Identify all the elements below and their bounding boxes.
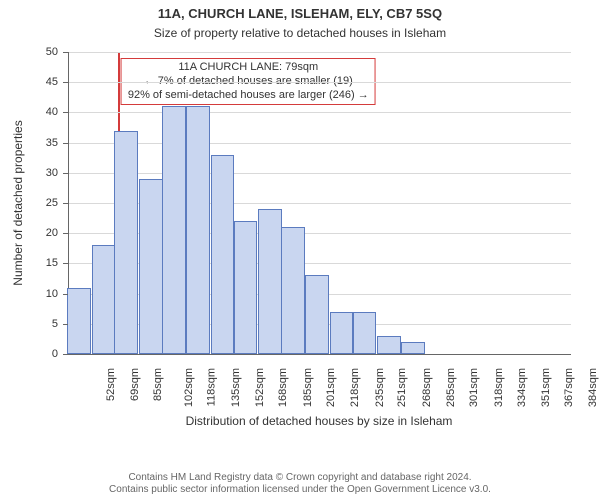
x-tick-label: 118sqm bbox=[205, 368, 217, 406]
histogram-bar bbox=[330, 312, 354, 354]
x-axis-title: Distribution of detached houses by size … bbox=[68, 414, 570, 428]
chart-title: 11A, CHURCH LANE, ISLEHAM, ELY, CB7 5SQ bbox=[0, 6, 600, 21]
y-tick-mark bbox=[63, 52, 68, 53]
y-tick-label: 5 bbox=[0, 318, 58, 330]
y-tick-label: 15 bbox=[0, 257, 58, 269]
gridline bbox=[69, 143, 571, 144]
x-tick-label: 201sqm bbox=[325, 368, 337, 407]
x-tick-label: 135sqm bbox=[230, 368, 242, 407]
x-tick-label: 102sqm bbox=[183, 368, 195, 407]
x-tick-label: 351sqm bbox=[540, 368, 552, 407]
histogram-bar bbox=[114, 131, 138, 354]
gridline bbox=[69, 112, 571, 113]
x-tick-label: 251sqm bbox=[397, 368, 409, 407]
histogram-bar bbox=[211, 155, 235, 354]
y-tick-mark bbox=[63, 354, 68, 355]
gridline bbox=[69, 173, 571, 174]
histogram-bar bbox=[139, 179, 163, 354]
x-tick-label: 185sqm bbox=[302, 368, 314, 407]
y-tick-label: 10 bbox=[0, 288, 58, 300]
y-tick-mark bbox=[63, 203, 68, 204]
property-size-chart: 11A, CHURCH LANE, ISLEHAM, ELY, CB7 5SQ … bbox=[0, 0, 600, 500]
y-tick-label: 50 bbox=[0, 46, 58, 58]
histogram-bar bbox=[377, 336, 401, 354]
x-tick-label: 301sqm bbox=[468, 368, 480, 407]
y-tick-mark bbox=[63, 233, 68, 234]
x-tick-label: 334sqm bbox=[516, 368, 528, 407]
chart-footer: Contains HM Land Registry data © Crown c… bbox=[0, 472, 600, 496]
histogram-bar bbox=[281, 227, 305, 354]
x-tick-label: 52sqm bbox=[105, 368, 117, 401]
gridline bbox=[69, 82, 571, 83]
x-tick-label: 168sqm bbox=[278, 368, 290, 407]
y-tick-mark bbox=[63, 294, 68, 295]
footer-line-1: Contains HM Land Registry data © Crown c… bbox=[0, 472, 600, 484]
y-tick-label: 45 bbox=[0, 76, 58, 88]
histogram-bar bbox=[234, 221, 258, 354]
y-tick-mark bbox=[63, 263, 68, 264]
y-tick-label: 40 bbox=[0, 106, 58, 118]
x-tick-label: 85sqm bbox=[152, 368, 164, 401]
y-tick-label: 25 bbox=[0, 197, 58, 209]
x-tick-label: 69sqm bbox=[129, 368, 141, 401]
histogram-bar bbox=[67, 288, 91, 354]
y-tick-mark bbox=[63, 143, 68, 144]
y-tick-label: 30 bbox=[0, 167, 58, 179]
y-tick-mark bbox=[63, 324, 68, 325]
footer-line-2: Contains public sector information licen… bbox=[0, 484, 600, 496]
annotation-line-3: 92% of semi-detached houses are larger (… bbox=[128, 89, 369, 103]
y-tick-mark bbox=[63, 173, 68, 174]
histogram-bar bbox=[162, 106, 186, 354]
x-tick-label: 218sqm bbox=[349, 368, 361, 407]
x-tick-label: 384sqm bbox=[587, 368, 599, 407]
x-tick-label: 285sqm bbox=[445, 368, 457, 407]
x-tick-label: 152sqm bbox=[255, 368, 267, 407]
annotation-line-1: 11A CHURCH LANE: 79sqm bbox=[128, 61, 369, 75]
y-tick-label: 20 bbox=[0, 227, 58, 239]
y-tick-label: 35 bbox=[0, 137, 58, 149]
x-tick-label: 268sqm bbox=[421, 368, 433, 407]
histogram-bar bbox=[258, 209, 282, 354]
x-tick-label: 367sqm bbox=[563, 368, 575, 407]
gridline bbox=[69, 52, 571, 53]
histogram-bar bbox=[401, 342, 425, 354]
histogram-bar bbox=[305, 275, 329, 354]
histogram-bar bbox=[92, 245, 116, 354]
plot-area: 11A CHURCH LANE: 79sqm ← 7% of detached … bbox=[68, 52, 571, 355]
chart-subtitle: Size of property relative to detached ho… bbox=[0, 26, 600, 40]
y-tick-label: 0 bbox=[0, 348, 58, 360]
histogram-bar bbox=[186, 106, 210, 354]
y-tick-mark bbox=[63, 82, 68, 83]
y-tick-mark bbox=[63, 112, 68, 113]
x-tick-label: 318sqm bbox=[493, 368, 505, 407]
x-tick-label: 235sqm bbox=[374, 368, 386, 407]
histogram-bar bbox=[353, 312, 377, 354]
